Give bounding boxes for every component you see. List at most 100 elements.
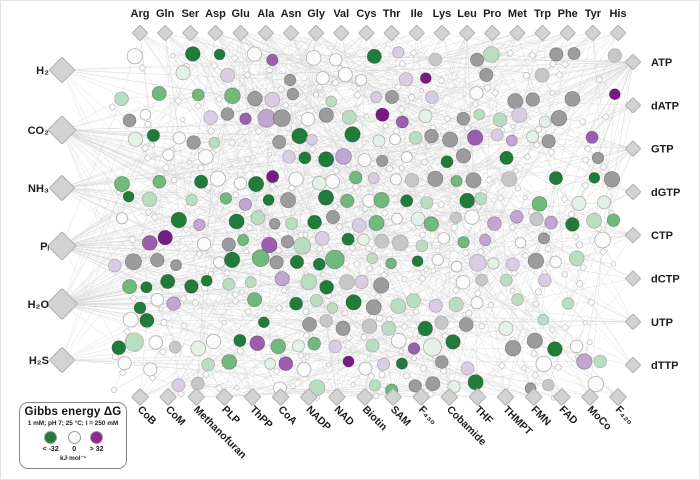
reaction-node [186,159,192,165]
compound-node [460,361,475,376]
reaction-node [160,319,168,327]
reaction-node-diamond [439,367,448,375]
compound-node [108,258,122,273]
compound-node [239,112,252,125]
boundary-node-PLP [215,388,233,406]
reaction-node-diamond [191,299,200,307]
boundary-node-F₄₃₀ [412,388,430,406]
compound-node [529,211,544,227]
compound-node [468,253,487,272]
reaction-node [586,339,593,346]
compound-node [357,233,370,246]
reaction-node-diamond [508,223,517,231]
substrate-label: NH₃ [28,183,49,195]
compound-node [351,218,367,233]
compound-node [390,332,407,349]
compound-node [391,234,409,252]
reaction-node-diamond [315,244,324,253]
compound-node [307,214,322,230]
compound-node [342,355,355,368]
compound-node [549,47,564,62]
compound-node [561,297,575,310]
reaction-node [419,231,426,239]
reaction-node [434,247,441,254]
reaction-node-diamond [547,148,556,156]
legend-gibbs-energy: Gibbs energy ΔG 1 mM; pH 7; 25 °C; I = 2… [19,402,127,469]
compound-node [286,87,300,101]
compound-node [280,192,297,209]
reaction-node [386,165,394,173]
legend-item-label: < -32 [42,445,59,453]
reaction-node-diamond [496,194,505,202]
compound-node [509,210,524,224]
compound-node [588,172,601,184]
reaction-node-diamond [560,195,569,203]
compound-node [373,192,390,209]
cofactor-label: NADP [304,404,334,434]
reaction-node-diamond [418,274,427,283]
reaction-node-diamond [284,123,292,132]
compound-node [326,302,339,314]
reaction-node-diamond [231,290,240,299]
amino-acid-label: His [609,8,626,20]
compound-node [400,151,413,164]
reaction-node-diamond [275,304,284,312]
compound-node [473,108,486,121]
reaction-node-diamond [179,294,188,303]
compound-node [289,296,304,311]
reaction-node [266,67,273,74]
reaction-node [158,306,164,312]
reaction-node-diamond [231,54,239,62]
reaction-node-diamond [207,127,215,135]
compound-node [270,338,287,355]
compound-node [361,318,378,334]
reaction-node-diamond [141,144,149,152]
reaction-node-diamond [159,348,167,356]
compound-node [526,130,539,144]
cofactor-label: PLP [219,404,242,427]
compound-node [376,357,390,371]
compound-node [424,128,439,144]
compound-node [220,67,236,83]
compound-node [200,274,213,287]
reaction-node [313,91,320,98]
reaction-node [408,94,416,101]
compound-node [244,276,257,289]
reaction-node-diamond [138,64,147,72]
reaction-node [221,320,227,326]
cofactor-label: THF [472,404,495,427]
compound-node [257,316,270,329]
compound-node [152,174,167,189]
boundary-node-His [610,25,626,41]
compound-node [587,375,604,393]
reaction-node [521,365,527,371]
reaction-node-diamond [374,292,382,301]
compound-node [537,273,552,288]
reaction-node [282,102,289,109]
compound-node [318,107,334,123]
compound-node [166,296,181,311]
reaction-node-diamond [231,297,240,305]
reaction-node-diamond [521,252,530,260]
compound-node [504,340,522,357]
cofactor-label: THMPT [500,404,534,438]
reaction-node-diamond [332,166,340,175]
amino-acid-label: Thr [383,8,401,20]
amino-acid-label: Phe [558,8,578,20]
compound-node [233,176,248,190]
compound-node [220,107,235,121]
compound-node [448,296,464,312]
compound-node [197,237,212,252]
compound-node [300,111,316,127]
compound-node [116,212,129,225]
compound-node [548,171,563,186]
compound-node [280,234,295,249]
reaction-node-diamond [195,250,204,258]
boundary-node-Ser [182,25,199,41]
reaction-node [320,271,326,277]
reaction-node-diamond [441,332,449,340]
reaction-node-diamond [268,182,277,191]
nucleotide-label: GTP [651,144,674,156]
compound-node [431,253,444,266]
legend-swatch [44,430,58,444]
